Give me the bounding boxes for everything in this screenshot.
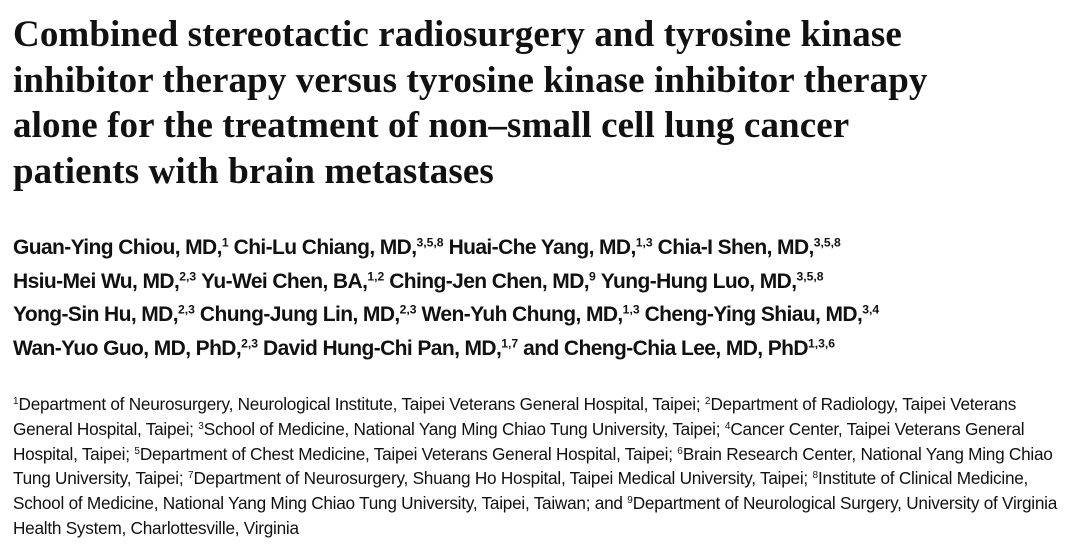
author: Chia-I Shen, MD,3,5,8 <box>658 236 841 259</box>
affiliation-number: 2 <box>704 396 711 408</box>
author-name: David Hung-Chi Pan, MD, <box>263 336 502 360</box>
author-name: Cheng-Ying Shiau, MD, <box>644 303 863 326</box>
affiliation: 8Institute of Clinical Medicine, School … <box>13 468 1028 513</box>
affiliations: 1Department of Neurosurgery, Neurologica… <box>13 392 1065 541</box>
author-affiliation-number: 2,3 <box>399 302 417 317</box>
affiliation-text: Department of Neurosurgery, Neurological… <box>18 394 701 414</box>
author: David Hung-Chi Pan, MD,1,7 <box>263 337 518 360</box>
author-name: Chung-Jung Lin, MD, <box>199 303 400 326</box>
author: Yung-Hung Luo, MD,3,5,8 <box>601 270 824 293</box>
author-line: Yong-Sin Hu, MD,2,3 Chung-Jung Lin, MD,2,… <box>13 298 884 332</box>
affiliation: 9Department of Neurological Surgery, Uni… <box>13 493 1057 538</box>
affiliation-text: Department of Chest Medicine, Taipei Vet… <box>139 443 673 464</box>
author-affiliation-number: 1,2 <box>367 269 385 284</box>
affiliation-number: 5 <box>134 445 140 457</box>
author-name: Guan-Ying Chiou, MD, <box>13 236 222 259</box>
affiliation-text: School of Medicine, National Yang Ming C… <box>203 418 721 439</box>
author: Cheng-Ying Shiau, MD,3,4 <box>645 303 880 326</box>
author: Yong-Sin Hu, MD,2,3 <box>13 303 195 326</box>
author-affiliation-number: 3,5,8 <box>796 269 824 284</box>
author-affiliation-number: 1,3,6 <box>807 336 836 351</box>
affiliation-text: Department of Neurosurgery, Shuang Ho Ho… <box>193 468 808 489</box>
author-affiliation-number: 1 <box>221 235 229 250</box>
author-affiliation-number: 2,3 <box>241 336 259 351</box>
author-affiliation-number: 1,3 <box>622 302 640 317</box>
affiliation-number: 8 <box>812 470 819 482</box>
author: Yu-Wei Chen, BA,1,2 <box>201 270 384 293</box>
author: Chung-Jung Lin, MD,2,3 <box>200 303 417 326</box>
title-line: patients with brain metastases <box>13 150 494 192</box>
author: and Cheng-Chia Lee, MD, PhD1,3,6 <box>523 337 835 360</box>
author-name: Wan-Yuo Guo, MD, PhD, <box>13 336 242 360</box>
author-list: Guan-Ying Chiou, MD,1 Chi-Lu Chiang, MD,3… <box>13 231 884 365</box>
author-affiliation-number: 3,5,8 <box>416 235 444 250</box>
affiliation-number: 9 <box>627 495 633 507</box>
title-line: Combined stereotactic radiosurgery and t… <box>13 14 902 55</box>
author: Huai-Che Yang, MD,1,3 <box>449 236 653 259</box>
author-name: Yu-Wei Chen, BA, <box>201 269 368 293</box>
author-name: and Cheng-Chia Lee, MD, PhD <box>523 336 808 360</box>
author-line: Wan-Yuo Guo, MD, PhD,2,3 David Hung-Chi P… <box>13 332 884 366</box>
affiliation-text: Brain Research Center, National Yang Min… <box>13 443 1053 489</box>
affiliation-number: 7 <box>187 470 194 482</box>
affiliation: 7Department of Neurosurgery, Shuang Ho H… <box>188 468 808 488</box>
title-line: alone for the treatment of non–small cel… <box>13 105 850 146</box>
author-name: Chia-I Shen, MD, <box>657 236 815 259</box>
affiliation-text: Department of Radiology, Taipei Veterans… <box>13 394 1017 439</box>
author-affiliation-number: 3,5,8 <box>813 235 841 250</box>
affiliation-number: 6 <box>677 445 683 457</box>
author-affiliation-number: 3,4 <box>862 302 880 317</box>
affiliation-text: Department of Neurological Surgery, Univ… <box>13 493 1058 538</box>
author-affiliation-number: 1,7 <box>501 336 519 351</box>
affiliation: 5Department of Chest Medicine, Taipei Ve… <box>134 443 673 464</box>
affiliation-number: 1 <box>13 396 19 408</box>
affiliation: 4Cancer Center, Taipei Veterans General … <box>13 418 1025 464</box>
author-name: Yung-Hung Luo, MD, <box>600 269 797 293</box>
author-name: Wen-Yuh Chung, MD, <box>421 303 624 326</box>
affiliation-text: Cancer Center, Taipei Veterans General H… <box>13 418 1025 464</box>
title: Combined stereotactic radiosurgery and t… <box>13 12 927 194</box>
author: Chi-Lu Chiang, MD,3,5,8 <box>234 236 444 259</box>
author-name: Ching-Jen Chen, MD, <box>389 269 589 293</box>
affiliation-text: Institute of Clinical Medicine, School o… <box>13 468 1029 514</box>
author: Wen-Yuh Chung, MD,1,3 <box>422 303 640 326</box>
author-name: Hsiu-Mei Wu, MD, <box>13 269 180 293</box>
author-line: Guan-Ying Chiou, MD,1 Chi-Lu Chiang, MD,3… <box>13 231 884 265</box>
author-affiliation-number: 2,3 <box>179 269 197 284</box>
author-name: Huai-Che Yang, MD, <box>448 236 637 259</box>
author-affiliation-number: 9 <box>589 269 596 284</box>
author-name: Chi-Lu Chiang, MD, <box>233 236 417 259</box>
author-line: Hsiu-Mei Wu, MD,2,3 Yu-Wei Chen, BA,1,2 Ch… <box>13 265 884 299</box>
affiliation-number: 4 <box>724 420 731 432</box>
author: Hsiu-Mei Wu, MD,2,3 <box>13 270 196 293</box>
affiliation-number: 3 <box>198 420 204 432</box>
title-line: inhibitor therapy versus tyrosine kinase… <box>13 59 928 101</box>
author-name: Yong-Sin Hu, MD, <box>13 303 179 326</box>
author: Ching-Jen Chen, MD,9 <box>389 270 596 293</box>
affiliation: 6Brain Research Center, National Yang Mi… <box>13 444 1053 489</box>
author-affiliation-number: 1,3 <box>635 235 653 250</box>
author-affiliation-number: 2,3 <box>177 302 195 317</box>
affiliation: 1Department of Neurosurgery, Neurologica… <box>13 394 701 414</box>
author: Guan-Ying Chiou, MD,1 <box>13 236 229 259</box>
author: Wan-Yuo Guo, MD, PhD,2,3 <box>13 337 258 360</box>
affiliation: 2Department of Radiology, Taipei Veteran… <box>13 394 1016 439</box>
affiliation: 3School of Medicine, National Yang Ming … <box>198 419 720 439</box>
